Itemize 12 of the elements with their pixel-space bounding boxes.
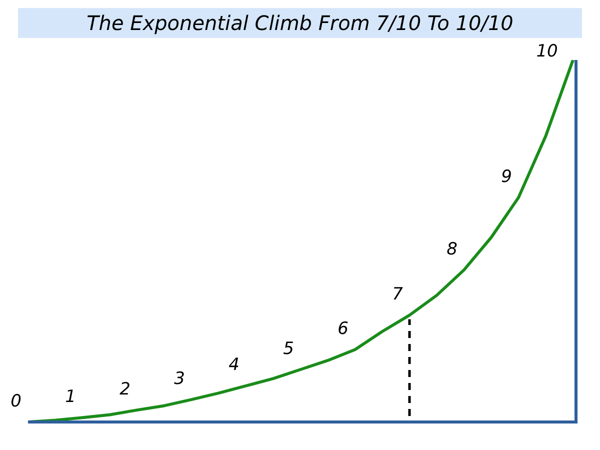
annotation: 4 (228, 355, 240, 376)
annotation: 9 (501, 166, 512, 187)
annotation: 6 (338, 319, 349, 340)
annotation: 2 (120, 379, 130, 400)
annotation: 8 (446, 239, 458, 260)
annotation: 5 (283, 338, 294, 359)
text: 0 (10, 391, 22, 412)
annotation: 1 (65, 387, 76, 408)
chart-title: The Exponential Climb From 7/10 To 10/10 (18, 8, 582, 38)
annotation: 10 (536, 41, 558, 62)
annotation: 7 (392, 284, 404, 305)
annotation: 3 (174, 368, 185, 389)
